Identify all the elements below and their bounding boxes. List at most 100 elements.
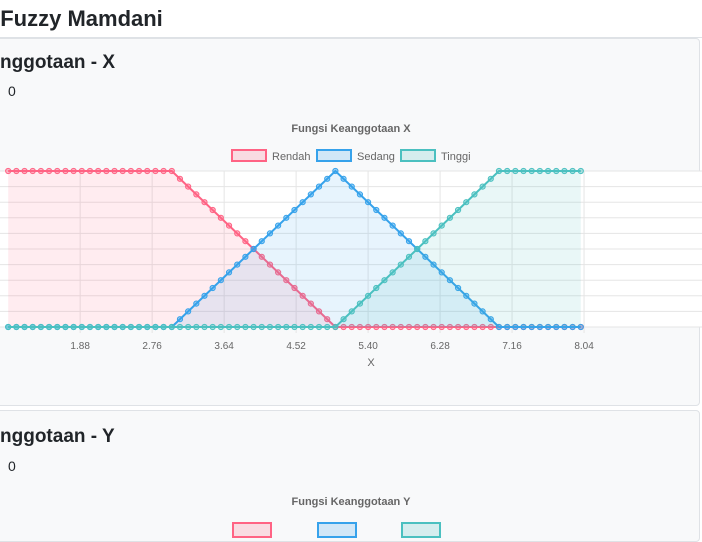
- x-axis-label: X: [367, 357, 375, 369]
- data-point-tinggi: [528, 167, 535, 175]
- data-point-sedang: [389, 222, 396, 229]
- data-point-sedang: [454, 284, 462, 292]
- data-point-sedang: [299, 199, 306, 206]
- data-point-rendah: [356, 323, 364, 331]
- data-point-tinggi: [291, 323, 298, 331]
- data-point-tinggi: [365, 292, 372, 299]
- series-fill-tinggi: [8, 171, 581, 327]
- data-point-tinggi: [430, 230, 437, 237]
- data-point-tinggi: [21, 323, 28, 331]
- data-point-sedang: [430, 261, 437, 268]
- data-point-sedang: [234, 261, 241, 268]
- data-point-rendah: [103, 167, 110, 175]
- data-point-rendah: [438, 323, 445, 331]
- legend-swatch-y-2[interactable]: [317, 522, 357, 538]
- data-point-sedang: [250, 245, 257, 253]
- data-point-tinggi: [454, 206, 462, 214]
- data-point-sedang: [520, 323, 527, 331]
- data-point-sedang: [332, 167, 339, 175]
- data-point-tinggi: [119, 323, 126, 331]
- data-point-rendah: [144, 167, 151, 175]
- data-point-rendah: [463, 323, 470, 331]
- data-point-rendah: [168, 167, 175, 175]
- data-point-tinggi: [168, 323, 175, 331]
- data-point-rendah: [70, 167, 77, 175]
- data-point-sedang: [561, 323, 568, 331]
- data-point-sedang: [324, 175, 331, 182]
- data-point-tinggi: [422, 238, 429, 245]
- data-point-tinggi: [95, 323, 102, 331]
- data-point-sedang: [528, 323, 535, 331]
- data-point-tinggi: [242, 323, 249, 331]
- data-point-tinggi: [553, 167, 560, 175]
- data-point-tinggi: [495, 167, 503, 175]
- data-point-rendah: [373, 323, 380, 331]
- data-point-tinggi: [185, 323, 192, 331]
- data-point-tinggi: [463, 199, 470, 206]
- data-point-sedang: [315, 183, 323, 190]
- data-point-sedang: [373, 206, 380, 214]
- series-line-tinggi: [8, 170, 581, 328]
- data-point-tinggi: [299, 323, 306, 331]
- data-point-tinggi: [78, 323, 85, 331]
- data-point-sedang: [504, 323, 511, 331]
- x-tick-label: 1.88: [70, 341, 90, 352]
- data-point-tinggi: [144, 323, 151, 331]
- legend-swatch-sedang: [316, 149, 352, 162]
- data-point-tinggi: [266, 323, 274, 331]
- data-point-sedang: [291, 206, 298, 214]
- data-point-tinggi: [283, 323, 290, 331]
- data-point-tinggi: [103, 323, 110, 331]
- data-point-rendah: [299, 292, 306, 299]
- data-point-tinggi: [13, 323, 20, 331]
- series-fill-sedang: [8, 171, 581, 327]
- data-point-tinggi: [471, 191, 478, 198]
- series-fill-rendah: [8, 171, 581, 327]
- data-point-rendah: [160, 167, 167, 175]
- data-point-rendah: [54, 167, 61, 175]
- data-point-rendah: [381, 323, 388, 331]
- data-point-rendah: [13, 167, 20, 175]
- data-point-tinggi: [135, 323, 143, 331]
- data-point-sedang: [193, 300, 200, 307]
- data-point-sedang: [185, 308, 192, 315]
- data-point-tinggi: [37, 323, 45, 331]
- data-point-sedang: [544, 323, 552, 331]
- data-point-tinggi: [152, 323, 159, 331]
- data-point-tinggi: [86, 323, 94, 331]
- data-point-sedang: [348, 183, 355, 190]
- data-point-tinggi: [487, 175, 494, 182]
- data-point-sedang: [209, 284, 216, 292]
- data-point-rendah: [266, 261, 274, 268]
- data-point-rendah: [95, 167, 102, 175]
- legend-label-tinggi: Tinggi: [441, 151, 471, 163]
- legend-swatch-y-1[interactable]: [232, 522, 272, 538]
- data-point-tinggi: [414, 245, 421, 253]
- data-point-tinggi: [193, 323, 200, 331]
- data-point-rendah: [283, 277, 290, 284]
- data-point-rendah: [275, 269, 282, 276]
- data-point-tinggi: [275, 323, 282, 331]
- data-point-rendah: [62, 167, 69, 175]
- data-point-tinggi: [504, 167, 511, 175]
- data-point-rendah: [217, 214, 224, 221]
- x-tick-label: 5.40: [358, 341, 378, 352]
- x-tick-label: 2.76: [142, 341, 162, 352]
- card-heading-x: nggotaan - X: [0, 52, 116, 73]
- data-point-rendah: [234, 230, 241, 237]
- title-divider: [0, 37, 702, 38]
- data-point-tinggi: [54, 323, 61, 331]
- data-point-rendah: [340, 323, 347, 331]
- data-point-tinggi: [250, 323, 257, 331]
- legend-swatch-y-3[interactable]: [401, 522, 441, 538]
- data-point-rendah: [135, 167, 143, 175]
- data-point-rendah: [397, 323, 404, 331]
- data-point-rendah: [86, 167, 94, 175]
- data-point-tinggi: [217, 323, 224, 331]
- data-point-tinggi: [348, 308, 355, 315]
- data-point-tinggi: [324, 323, 331, 331]
- data-point-rendah: [176, 175, 184, 182]
- data-point-rendah: [487, 323, 494, 331]
- data-point-sedang: [258, 238, 265, 245]
- data-point-tinggi: [512, 167, 519, 175]
